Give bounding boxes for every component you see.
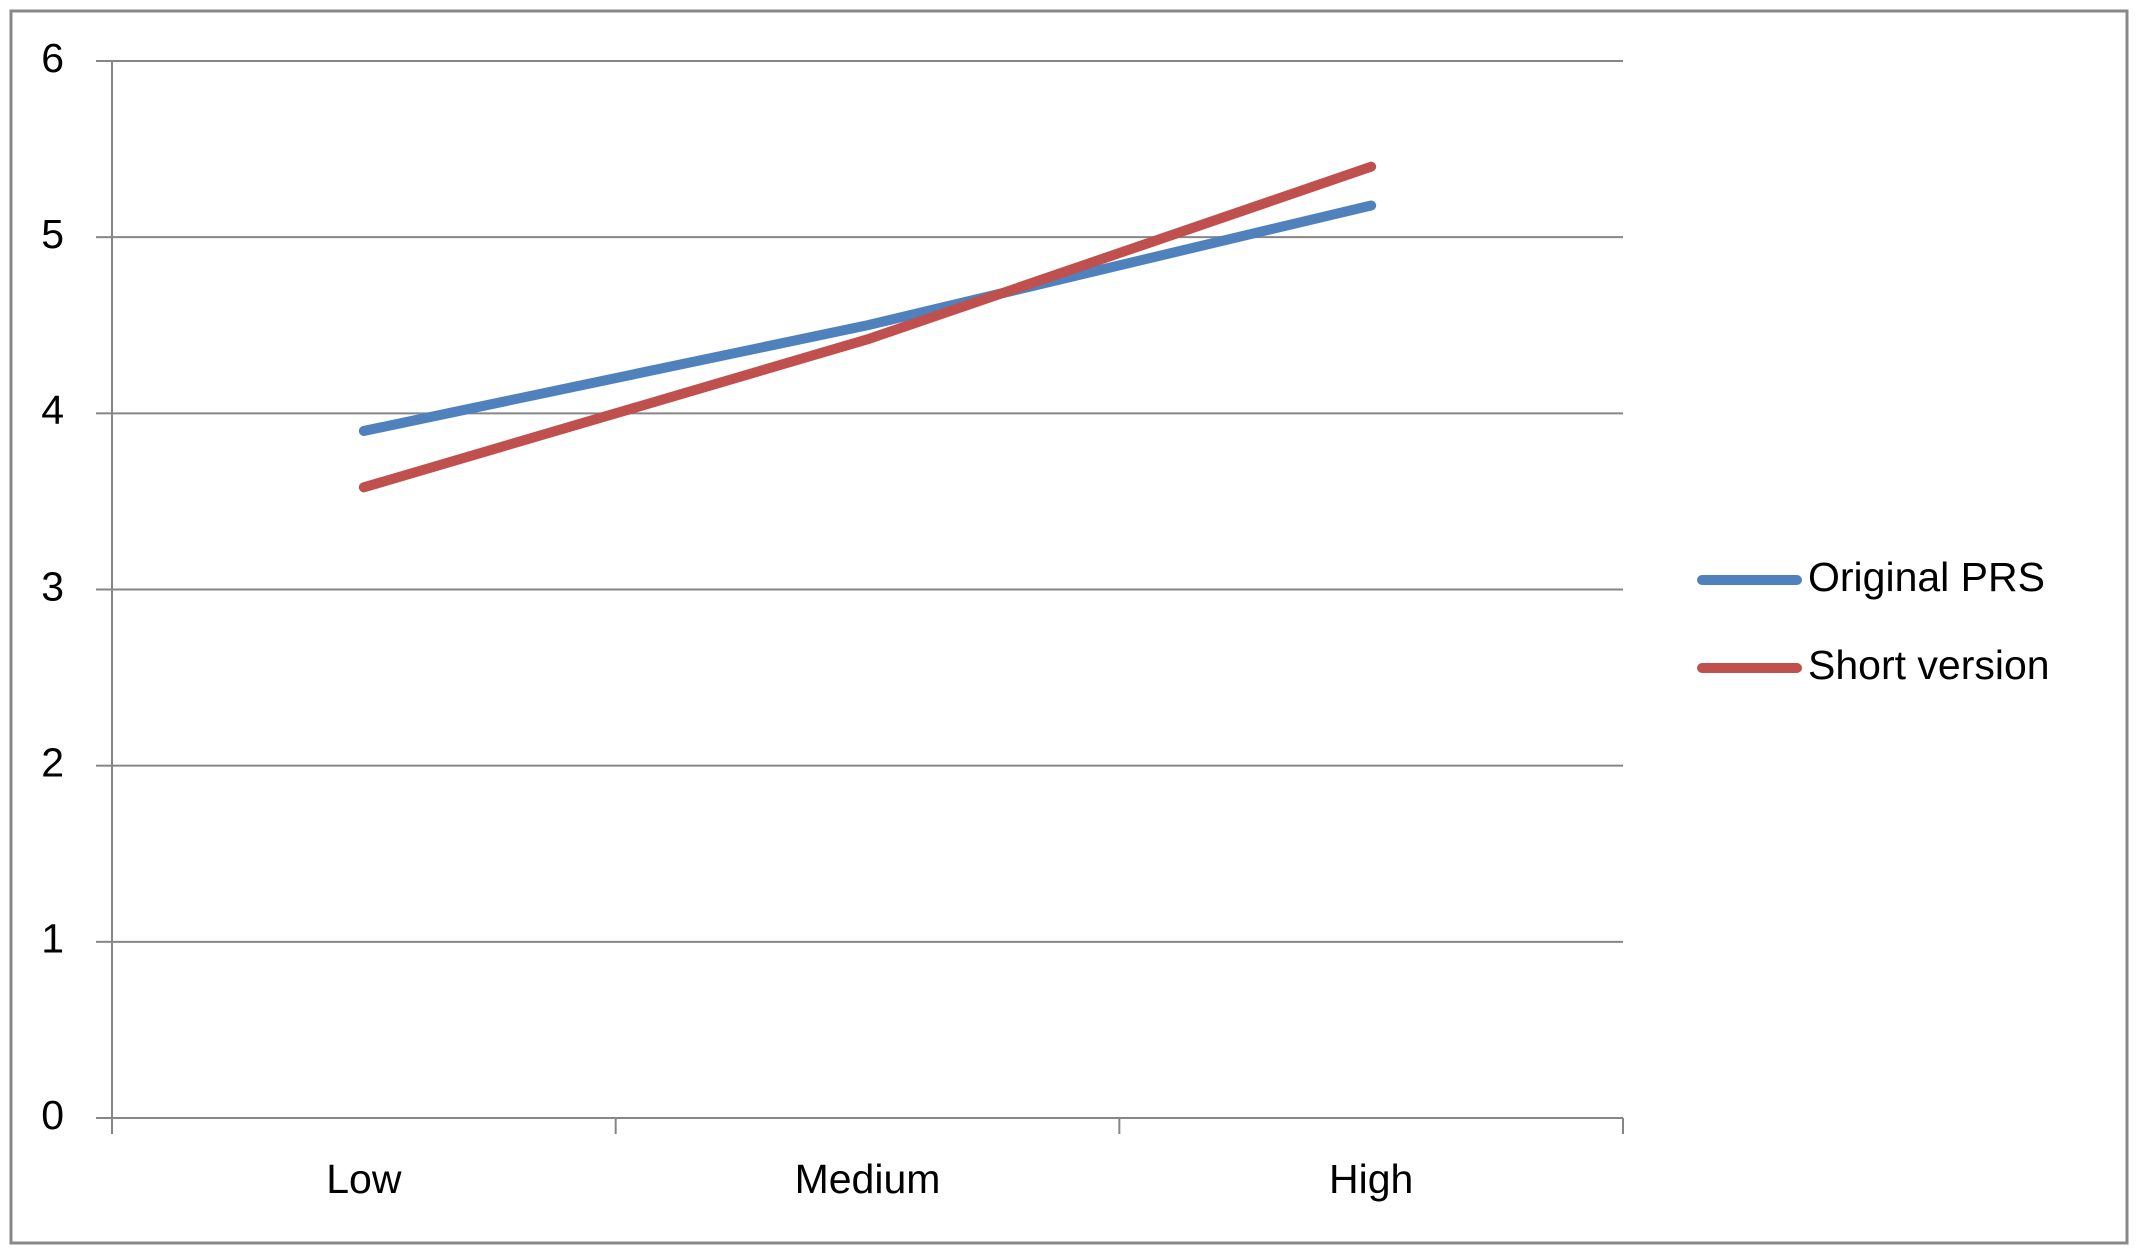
x-tick-label: Medium <box>795 1156 941 1202</box>
x-tick-label: High <box>1329 1156 1413 1202</box>
legend-label: Original PRS <box>1808 554 2045 600</box>
chart-frame <box>9 9 2129 1245</box>
y-tick-label: 5 <box>41 211 64 257</box>
series-line <box>358 200 1377 436</box>
legend-label: Short version <box>1808 642 2050 688</box>
y-tick-label: 2 <box>41 739 64 785</box>
y-tick-label: 4 <box>41 387 64 433</box>
series-line <box>358 161 1377 493</box>
y-tick-label: 1 <box>41 916 64 962</box>
y-tick-label: 0 <box>41 1092 64 1138</box>
x-tick-label: Low <box>326 1156 402 1202</box>
y-tick-label: 3 <box>41 563 64 609</box>
y-tick-label: 6 <box>41 35 64 81</box>
